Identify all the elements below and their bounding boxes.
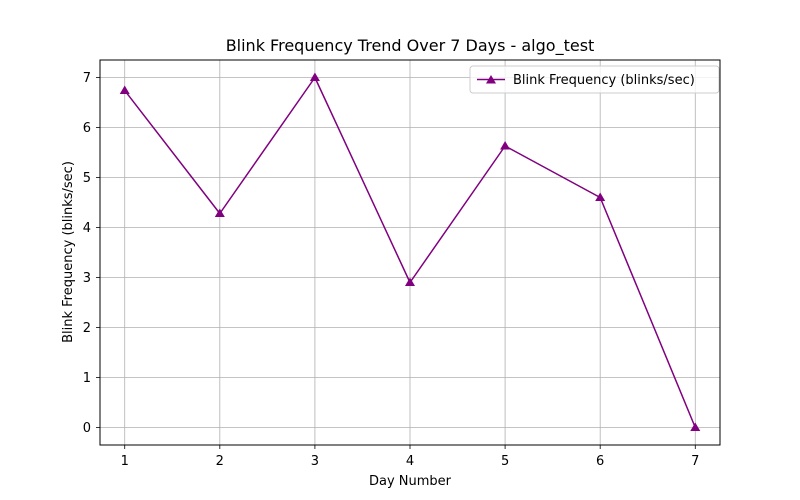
y-tick-label: 7: [83, 71, 91, 86]
legend-box: [469, 65, 720, 94]
data-point-marker: [595, 192, 606, 201]
x-axis-ticks: 1 2 3 4 5 6 7: [121, 445, 699, 469]
y-axis-label: Blink Frequency (blinks/sec): [61, 161, 76, 343]
legend-marker-swatch: [486, 75, 496, 84]
data-point-marker: [309, 72, 320, 81]
x-tick-label: 1: [121, 454, 129, 469]
x-tick-label: 4: [406, 454, 414, 469]
y-tick-label: 6: [83, 121, 91, 136]
plot-area-frame: [99, 59, 721, 446]
y-tick-label: 5: [83, 171, 91, 186]
x-axis-label: Day Number: [369, 474, 452, 489]
data-point-marker: [405, 277, 415, 286]
legend-entry-label: Blink Frequency (blinks/sec): [513, 73, 695, 88]
x-tick-label: 5: [501, 454, 509, 469]
y-tick-label: 4: [83, 221, 91, 236]
x-tick-label: 7: [691, 454, 699, 469]
chart-title: Blink Frequency Trend Over 7 Days - algo…: [226, 36, 595, 56]
y-tick-label: 0: [83, 421, 91, 436]
data-point-marker: [500, 141, 511, 150]
x-tick-label: 2: [216, 454, 224, 469]
y-tick-label: 3: [83, 271, 91, 286]
legend: Blink Frequency (blinks/sec): [469, 65, 720, 94]
y-tick-label: 1: [83, 371, 91, 386]
y-tick-label: 2: [83, 321, 91, 336]
series-layer: [119, 72, 701, 431]
data-point-marker: [119, 85, 130, 94]
data-point-marker: [690, 422, 701, 431]
x-tick-label: 3: [311, 454, 319, 469]
y-axis-ticks: 0 1 2 3 4 5 6 7: [83, 71, 100, 436]
x-tick-label: 6: [596, 454, 604, 469]
data-point-marker: [214, 208, 225, 217]
